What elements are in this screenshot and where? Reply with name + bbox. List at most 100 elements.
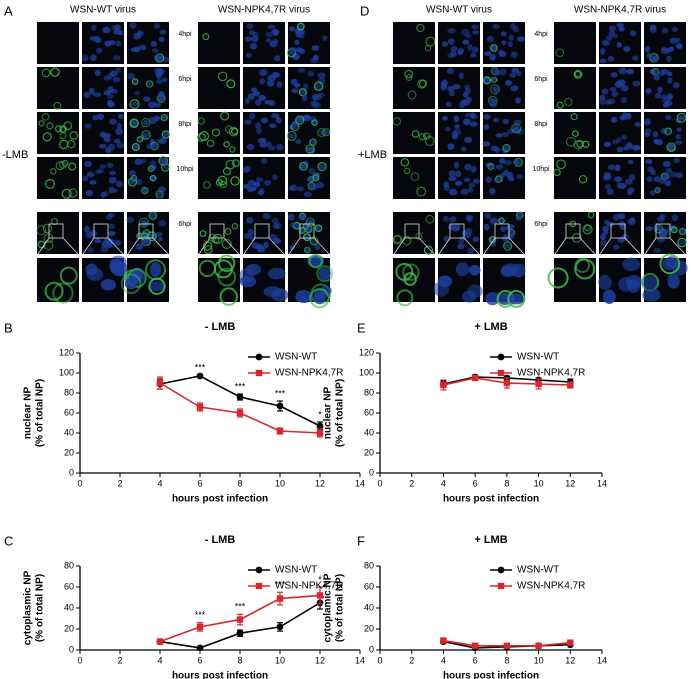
nucleus [616, 146, 624, 153]
np-signal [197, 132, 206, 142]
np-signal [55, 125, 63, 133]
marker [440, 637, 447, 644]
zoom-box [449, 223, 465, 239]
nucleus [667, 273, 680, 289]
np-signal [198, 259, 217, 278]
np-signal [295, 115, 305, 125]
zoom-line [463, 237, 480, 255]
np-signal [502, 241, 513, 251]
micrograph [438, 157, 480, 199]
nucleus [246, 23, 254, 30]
nucleus [603, 141, 612, 147]
nucleus [289, 26, 296, 32]
nucleus [297, 23, 305, 30]
nucleus [158, 36, 165, 43]
nucleus [665, 55, 672, 63]
marker [196, 403, 204, 411]
np-signal [229, 146, 236, 153]
nucleus [140, 239, 148, 247]
nucleus [455, 170, 462, 178]
nucleus [153, 54, 159, 60]
nucleus [489, 217, 498, 225]
nucleus [488, 188, 496, 195]
nucleus [272, 29, 280, 36]
marker [567, 639, 574, 646]
np-signal [120, 273, 142, 294]
legend-label: WSN-WT [517, 565, 559, 576]
nucleus [99, 164, 107, 170]
nucleus [303, 233, 311, 241]
np-signal [666, 142, 676, 152]
nucleus [274, 55, 281, 62]
nucleus [629, 217, 636, 223]
y-tick-label: 0 [69, 467, 74, 477]
nucleus [317, 72, 326, 79]
nucleus [163, 131, 169, 138]
nucleus [654, 92, 661, 99]
nucleus [269, 233, 278, 241]
nucleus [263, 241, 269, 249]
np-signal [425, 214, 435, 224]
nucleus [654, 187, 661, 194]
nucleus [467, 284, 483, 299]
np-signal [308, 253, 323, 269]
x-tick-label: 0 [377, 478, 382, 488]
nucleus [629, 30, 637, 37]
nucleus [83, 91, 91, 99]
nucleus [100, 245, 109, 253]
y-tick-label: 20 [364, 623, 374, 633]
y-tick-label: 80 [364, 560, 374, 570]
nucleus [659, 94, 667, 100]
nucleus [600, 48, 606, 55]
nucleus [671, 214, 678, 222]
nucleus [242, 167, 250, 173]
zoom-line [508, 237, 525, 255]
nucleus [672, 81, 680, 89]
np-signal [59, 266, 78, 285]
marker [236, 409, 244, 417]
nucleus [667, 143, 675, 151]
y-tick-label: 0 [369, 467, 374, 477]
nucleus [634, 122, 642, 127]
marker [236, 393, 244, 401]
panel-label: B [4, 320, 13, 335]
np-signal [418, 79, 428, 88]
nucleus [255, 122, 262, 129]
nucleus [108, 40, 116, 46]
nucleus [500, 172, 507, 178]
nucleus [509, 22, 516, 30]
nucleus [664, 128, 673, 135]
np-signal [41, 68, 51, 78]
x-tick-label: 0 [77, 478, 82, 488]
micrograph [37, 22, 79, 64]
nucleus [646, 176, 653, 183]
nucleus [272, 71, 279, 78]
significance: *** [235, 381, 246, 391]
nucleus [511, 263, 526, 278]
micrograph [198, 22, 240, 64]
nucleus [294, 222, 300, 229]
np-signal [296, 22, 305, 31]
marker [276, 623, 284, 631]
nucleus [310, 184, 319, 191]
nucleus [138, 44, 147, 51]
np-signal [573, 70, 583, 79]
np-signal [69, 131, 79, 140]
nucleus [661, 27, 669, 34]
nucleus [457, 243, 465, 250]
nucleus [464, 227, 473, 235]
nucleus [644, 45, 651, 53]
nucleus [307, 70, 315, 77]
nucleus [485, 176, 492, 184]
micrograph [554, 157, 596, 199]
x-tick-label: 12 [565, 655, 575, 665]
zoom-line [62, 237, 79, 255]
nucleus [462, 39, 470, 45]
zoom-line [198, 237, 211, 255]
np-signal [582, 140, 590, 148]
nucleus [295, 31, 302, 38]
np-signal [145, 80, 154, 88]
nucleus [322, 35, 328, 41]
np-signal [219, 287, 238, 306]
nucleus [675, 133, 682, 140]
